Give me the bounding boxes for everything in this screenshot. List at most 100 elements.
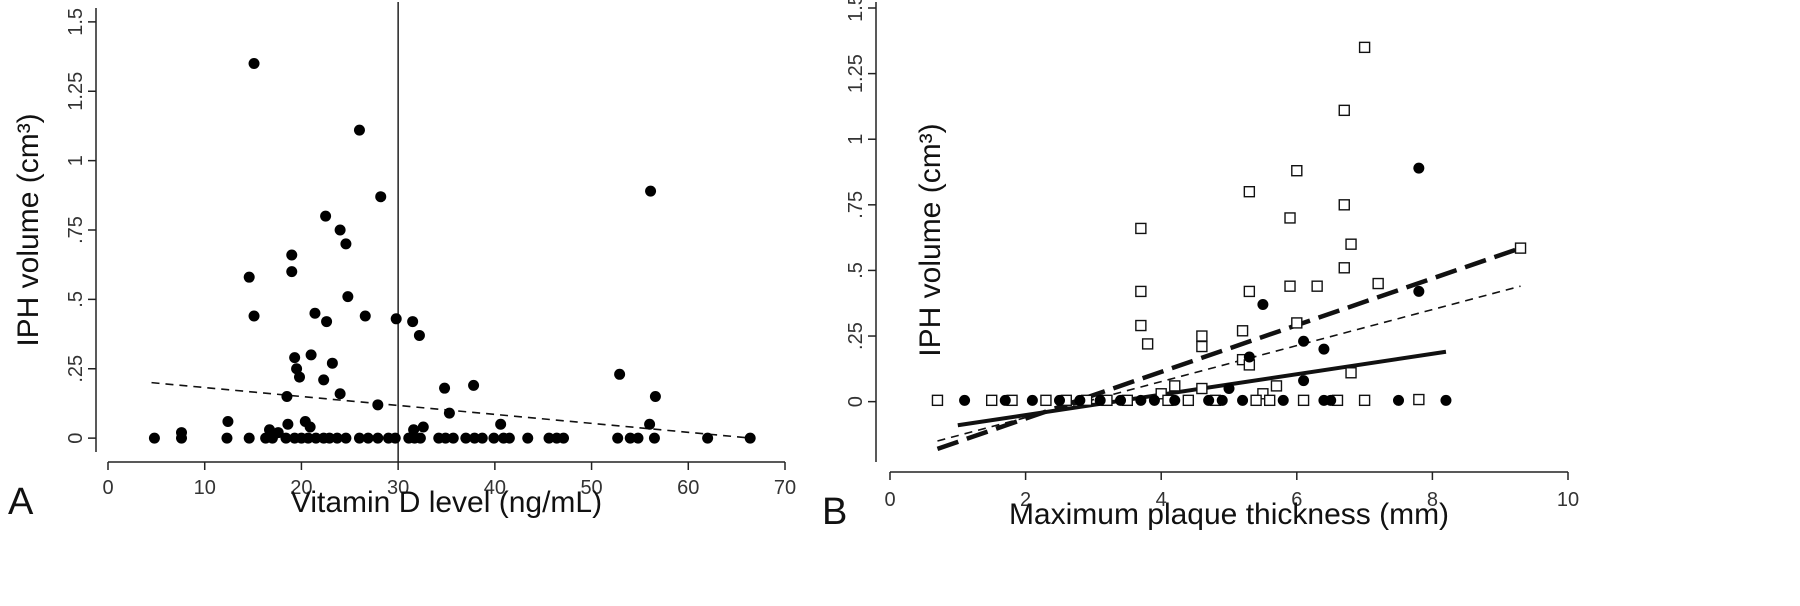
data-point-filled-circle xyxy=(469,432,481,444)
y-tick-label: .25 xyxy=(845,322,867,350)
data-point-filled-circle xyxy=(543,432,555,444)
data-point-filled-circle xyxy=(495,418,507,430)
data-point-filled-circle xyxy=(503,432,515,444)
data-point-filled-circle xyxy=(264,424,276,436)
data-point-filled-circle xyxy=(1203,394,1215,406)
data-point-open-square xyxy=(1297,394,1310,407)
data-point-filled-circle xyxy=(1243,351,1255,363)
data-point-filled-circle xyxy=(221,432,233,444)
data-point-open-square xyxy=(1284,280,1296,292)
fit-line-thin-dashed xyxy=(937,285,1521,442)
panel-b-scatter-plot: 0 .25 .5 .75 1 1.25 1.5 0 2 4 6 8 10 IPH volume (cm³)… xyxy=(822,0,1579,533)
data-point-filled-circle xyxy=(1115,394,1127,406)
data-point-filled-circle xyxy=(340,238,352,250)
data-point-filled-circle xyxy=(148,432,160,444)
data-point-filled-circle xyxy=(302,432,314,444)
data-point-open-square xyxy=(1141,338,1154,350)
y-tick-label: 1.5 xyxy=(845,0,867,22)
data-point-filled-circle xyxy=(372,399,384,411)
data-point-filled-circle xyxy=(340,432,352,444)
data-point-filled-circle xyxy=(1298,335,1310,347)
data-point-open-square xyxy=(1236,325,1249,337)
data-point-filled-circle xyxy=(1413,285,1425,297)
data-point-open-square xyxy=(1243,285,1256,298)
data-point-filled-circle xyxy=(1094,394,1106,406)
data-point-filled-circle xyxy=(334,388,346,400)
x-tick-label: 0 xyxy=(884,489,895,511)
data-point-filled-circle xyxy=(222,415,234,427)
x-tick-label: 6 xyxy=(1291,489,1302,511)
data-point-open-square xyxy=(1413,393,1425,406)
x-tick-label: 30 xyxy=(387,477,409,499)
data-point-filled-circle xyxy=(1216,394,1228,406)
x-tick-label: 0 xyxy=(102,477,113,499)
data-point-filled-circle xyxy=(959,394,971,406)
x-tick-label: 20 xyxy=(290,477,312,499)
data-point-filled-circle xyxy=(612,432,624,444)
data-point-open-square xyxy=(1135,319,1147,332)
data-point-filled-circle xyxy=(476,432,488,444)
data-point-filled-circle xyxy=(286,266,298,278)
data-point-open-square xyxy=(1358,41,1371,54)
data-point-filled-circle xyxy=(1318,343,1330,355)
data-point-open-square xyxy=(931,394,944,407)
data-point-filled-circle xyxy=(176,432,188,444)
data-point-filled-circle xyxy=(334,224,346,236)
y-tick-label: 1.5 xyxy=(65,8,87,36)
x-axis-label: Vitamin D level (ng/mL) xyxy=(291,486,602,519)
data-point-open-square xyxy=(1338,199,1350,211)
x-tick-label: 60 xyxy=(677,477,699,499)
data-point-filled-circle xyxy=(321,316,333,328)
data-point-filled-circle xyxy=(649,391,661,402)
data-point-open-square xyxy=(1263,394,1276,407)
x-tick-label: 8 xyxy=(1427,489,1438,511)
x-tick-label: 4 xyxy=(1156,489,1167,511)
data-point-filled-circle xyxy=(447,432,459,444)
data-point-filled-circle xyxy=(1054,394,1065,406)
data-point-filled-circle xyxy=(390,313,402,325)
data-point-filled-circle xyxy=(320,210,332,222)
data-point-filled-circle xyxy=(744,432,756,444)
data-point-filled-circle xyxy=(248,58,260,69)
data-point-filled-circle xyxy=(353,432,365,444)
data-point-filled-circle xyxy=(289,352,301,364)
data-point-filled-circle xyxy=(326,357,338,369)
panel-label: A xyxy=(8,481,34,523)
data-point-filled-circle xyxy=(293,371,305,383)
data-point-filled-circle xyxy=(331,432,343,444)
data-point-filled-circle xyxy=(439,382,451,394)
data-point-open-square xyxy=(1196,382,1208,395)
data-point-open-square xyxy=(1311,280,1323,292)
data-point-filled-circle xyxy=(1440,394,1452,406)
data-point-filled-circle xyxy=(305,349,317,361)
data-point-open-square xyxy=(986,394,998,407)
data-point-filled-circle xyxy=(1298,375,1310,387)
data-point-filled-circle xyxy=(286,249,298,261)
x-tick-label: 70 xyxy=(774,477,796,499)
data-point-filled-circle xyxy=(243,432,255,444)
data-point-filled-circle xyxy=(632,432,644,444)
y-tick-label: 0 xyxy=(65,433,87,444)
data-point-open-square xyxy=(1135,285,1147,298)
data-point-filled-circle xyxy=(375,191,387,203)
data-point-filled-circle xyxy=(304,421,316,433)
data-point-filled-circle xyxy=(999,394,1011,406)
data-point-filled-circle xyxy=(1393,394,1404,406)
data-point-filled-circle xyxy=(1325,394,1337,406)
data-point-open-square xyxy=(1291,165,1303,177)
x-tick-label: 2 xyxy=(1020,489,1031,511)
data-point-filled-circle xyxy=(362,432,374,444)
data-point-filled-circle xyxy=(440,432,452,444)
data-point-filled-circle xyxy=(1277,394,1289,406)
data-point-filled-circle xyxy=(1223,383,1235,395)
data-point-filled-circle xyxy=(488,432,500,444)
x-tick-label: 50 xyxy=(580,477,602,499)
y-tick-label: 1.25 xyxy=(65,72,87,111)
data-point-filled-circle xyxy=(614,368,626,380)
data-point-open-square xyxy=(1514,242,1527,254)
data-point-filled-circle xyxy=(280,432,292,444)
x-tick-label: 10 xyxy=(1557,489,1579,511)
data-point-filled-circle xyxy=(645,185,657,197)
y-tick-label: 0 xyxy=(845,396,867,407)
data-point-open-square xyxy=(1270,380,1283,392)
